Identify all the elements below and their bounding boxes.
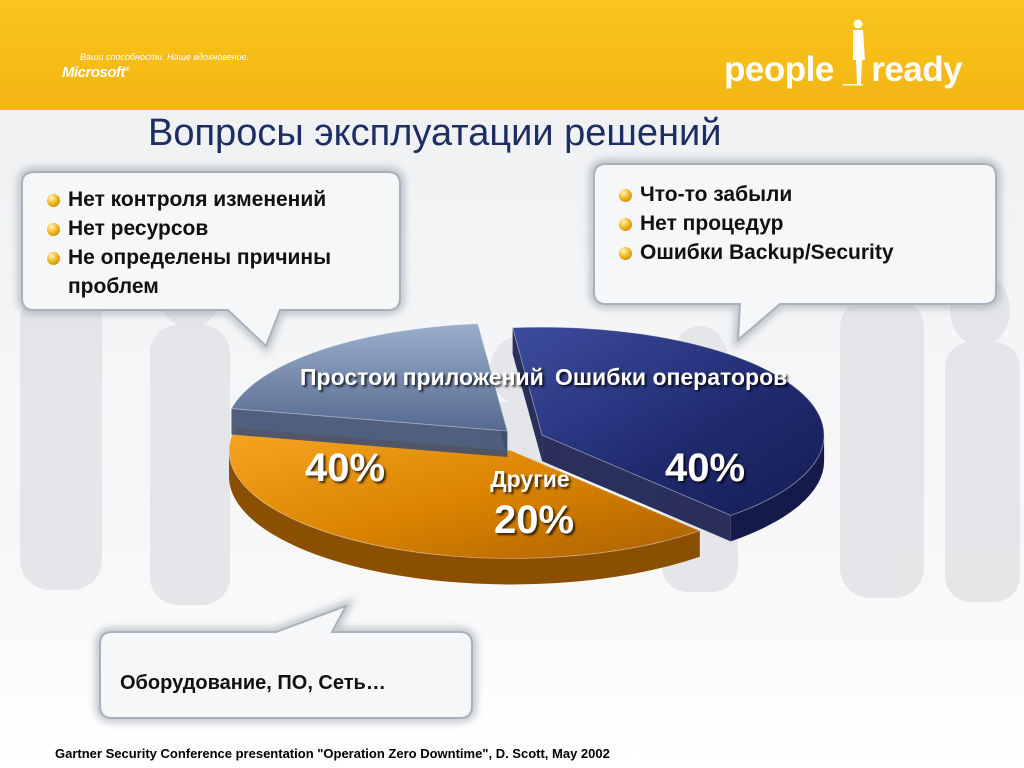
callout-right-list: Что-то забыли Нет процедур Ошибки Backup…	[616, 180, 996, 267]
people-ready-logo-icon	[853, 19, 865, 84]
callout-bottom	[95, 597, 486, 730]
bullet-icon	[47, 223, 60, 236]
slice-value-other: 20%	[493, 498, 575, 542]
callout-right-bubble	[589, 159, 1001, 351]
list-item: Не определены причины проблем	[44, 243, 404, 301]
bullet-icon	[47, 194, 60, 207]
microsoft-logo: Microsoft®	[62, 64, 129, 81]
pie-slice-operator-errors	[228, 427, 702, 585]
header-bar: Ваши способности. Наше вдохновение. Micr…	[0, 0, 1024, 110]
callout-left-bubble	[17, 167, 405, 354]
slice-name: Ошибки операторов	[555, 364, 788, 390]
list-item: Нет ресурсов	[44, 214, 404, 243]
callout-right	[589, 159, 1004, 351]
pie-slice-operator-errors-side	[229, 450, 700, 585]
bullet-icon	[619, 247, 632, 260]
slice-value-operator-errors: 40%	[664, 446, 746, 490]
bullet-icon	[619, 218, 632, 231]
people-ready-logo-text: people _ ready	[724, 50, 963, 89]
source-footnote: Gartner Security Conference presentation…	[55, 746, 610, 761]
list-item: Нет контроля изменений	[44, 185, 404, 214]
slice-label-operator-errors: Ошибки операторов	[555, 360, 788, 394]
slide-title: Вопросы эксплуатации решений	[148, 112, 722, 154]
pie-slice-other	[230, 323, 508, 458]
callout-bottom-bubble	[95, 597, 477, 723]
slice-label-other: Другие	[490, 466, 570, 492]
slice-name: Простои приложений	[300, 364, 544, 390]
list-item: Что-то забыли	[616, 180, 996, 209]
pie-slice-app-downtime-top	[511, 326, 825, 516]
list-item: Ошибки Backup/Security	[616, 238, 996, 267]
slice-value-app-downtime: 40%	[304, 446, 386, 490]
bullet-icon	[47, 252, 60, 265]
pie-slice-operator-errors-top	[228, 427, 702, 559]
slice-label-app-downtime: Простои приложений	[300, 360, 544, 394]
microsoft-logo-text: Microsoft	[62, 64, 126, 81]
list-item: Нет процедур	[616, 209, 996, 238]
bullet-icon	[619, 189, 632, 202]
pie-slice-app-downtime	[511, 326, 825, 542]
callout-left-list: Нет контроля изменений Нет ресурсов Не о…	[44, 185, 404, 301]
callout-left	[17, 167, 408, 358]
pie-slice-other-top	[230, 323, 508, 432]
microsoft-tagline: Ваши способности. Наше вдохновение.	[80, 52, 250, 62]
pie-slice-app-downtime-side	[730, 435, 825, 542]
callout-bottom-text: Оборудование, ПО, Сеть…	[120, 672, 386, 694]
